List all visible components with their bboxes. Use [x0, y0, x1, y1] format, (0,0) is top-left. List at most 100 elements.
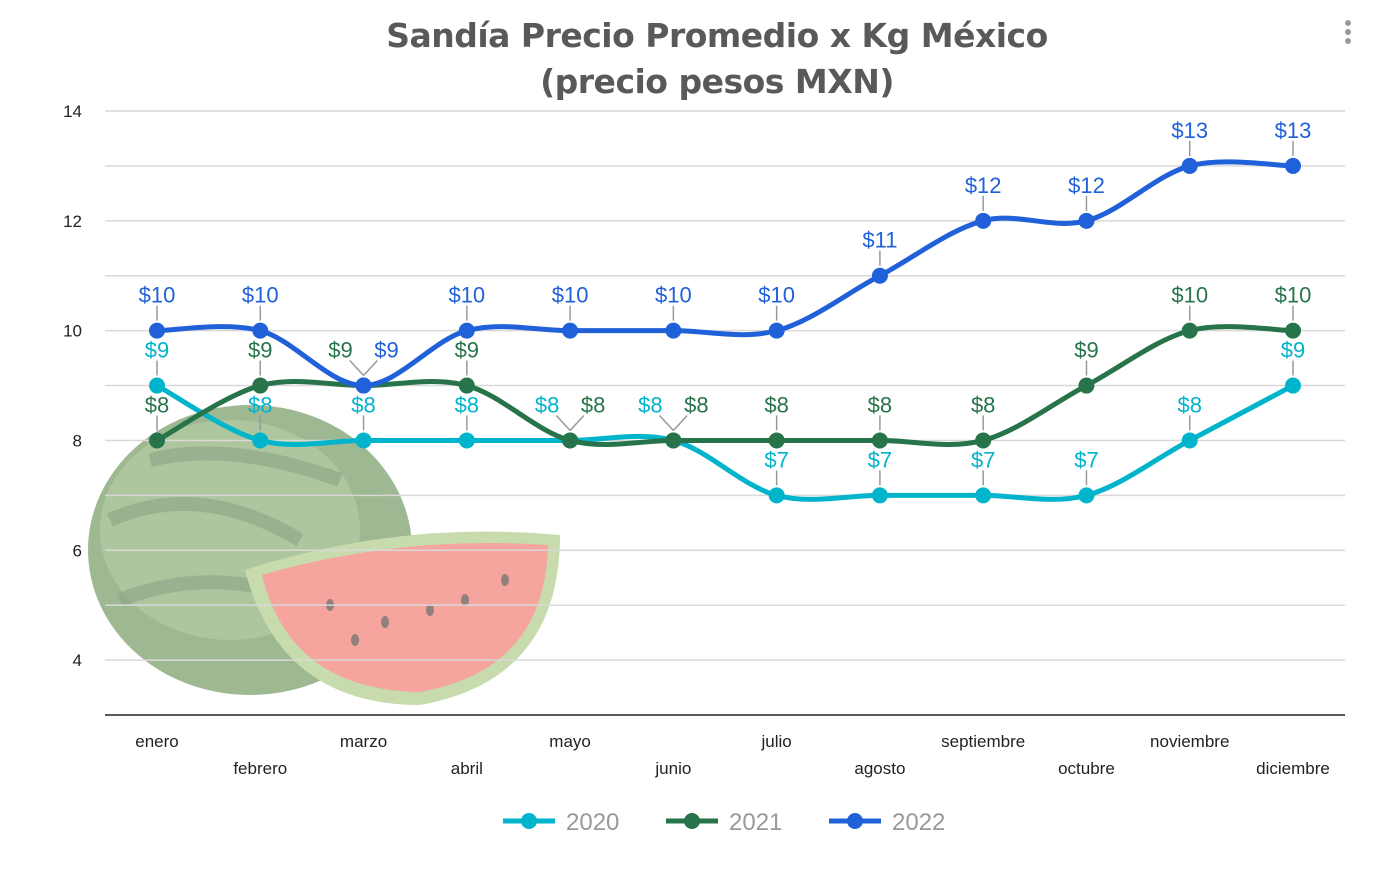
data-point-2022: [252, 322, 269, 339]
data-point-2021: [252, 377, 269, 394]
y-tick-label: 4: [73, 651, 82, 670]
x-tick-label: febrero: [233, 759, 287, 778]
label-leader-line: [659, 414, 674, 431]
data-label-2021: $8: [971, 392, 995, 417]
y-tick-label: 14: [63, 102, 82, 121]
data-label-2020: $9: [1281, 338, 1305, 363]
data-point-2021: [1181, 322, 1198, 339]
data-point-2022: [355, 377, 372, 394]
data-point-2021: [665, 432, 682, 449]
label-leader-line: [349, 360, 365, 377]
x-tick-label: mayo: [549, 732, 591, 751]
y-tick-label: 8: [73, 431, 82, 450]
more-vertical-icon[interactable]: [1338, 20, 1358, 50]
data-label-2022: $13: [1171, 118, 1208, 143]
label-leader-line: [555, 414, 571, 431]
data-label-2022: $12: [1068, 173, 1105, 198]
data-label-2020: $8: [351, 392, 375, 417]
x-tick-label: junio: [654, 759, 691, 778]
label-leader-line: [672, 414, 688, 431]
legend-label-2022: 2022: [892, 809, 945, 836]
data-point-2021: [1285, 322, 1301, 339]
x-tick-label: abril: [451, 759, 483, 778]
data-label-2021: $8: [868, 392, 892, 417]
data-label-2021: $8: [145, 392, 169, 417]
data-label-2021: $10: [1275, 283, 1312, 308]
series-line-2022: [156, 159, 1294, 389]
data-point-2022: [1285, 157, 1301, 174]
data-point-2020: [252, 432, 269, 449]
data-point-2021: [562, 432, 579, 449]
data-point-2022: [458, 322, 475, 339]
legend-label-2021: 2021: [729, 809, 782, 836]
data-point-2020: [458, 432, 475, 449]
data-point-2022: [871, 267, 888, 284]
data-point-2022: [562, 322, 579, 339]
data-point-2021: [768, 432, 785, 449]
data-point-2020: [975, 487, 992, 504]
data-label-2022: $12: [965, 173, 1002, 198]
data-label-2022: $11: [862, 228, 897, 253]
data-label-2021: $8: [684, 392, 708, 417]
x-tick-label: enero: [135, 732, 178, 751]
data-label-2022: $10: [552, 283, 589, 308]
data-label-2022: $10: [758, 283, 795, 308]
data-point-2022: [1181, 157, 1198, 174]
y-tick-label: 12: [63, 212, 82, 231]
data-point-2020: [1181, 432, 1198, 449]
data-point-2022: [665, 322, 682, 339]
data-point-2022: [975, 212, 992, 229]
label-leader-line: [569, 414, 585, 431]
data-label-2022: $10: [139, 283, 176, 308]
data-label-2021: $8: [764, 392, 788, 417]
legend-marker-2021: [684, 813, 700, 829]
data-point-2020: [1078, 487, 1095, 504]
data-label-2021: $9: [455, 338, 479, 363]
data-point-2021: [975, 432, 992, 449]
data-label-2020: $7: [764, 447, 788, 472]
data-label-2022: $13: [1275, 118, 1312, 143]
series-line-2020: [155, 383, 1295, 502]
watermelon-image: [88, 405, 560, 705]
y-tick-label: 6: [73, 541, 82, 560]
data-point-2020: [355, 432, 372, 449]
data-label-2020: $7: [971, 447, 995, 472]
data-point-2022: [1078, 212, 1095, 229]
data-label-2020: $8: [248, 392, 272, 417]
x-tick-label: noviembre: [1150, 732, 1229, 751]
data-label-2020: $9: [145, 338, 169, 363]
data-label-2020: $7: [868, 447, 892, 472]
data-label-2021: $8: [581, 392, 605, 417]
data-label-2020: $8: [638, 392, 662, 417]
data-label-2022: $10: [448, 283, 485, 308]
data-label-2020: $7: [1074, 447, 1098, 472]
data-label-2021: $9: [1074, 338, 1098, 363]
legend-marker-2022: [847, 813, 863, 829]
y-tick-label: 10: [63, 322, 82, 341]
x-tick-label: diciembre: [1256, 759, 1330, 778]
x-tick-label: marzo: [340, 732, 387, 751]
data-point-2021: [1078, 377, 1095, 394]
chart-subtitle: (precio pesos MXN): [540, 62, 894, 101]
label-leader-line: [362, 360, 378, 377]
data-point-2021: [871, 432, 888, 449]
data-label-2021: $9: [328, 338, 352, 363]
data-point-2020: [1285, 377, 1301, 394]
data-label-2020: $8: [535, 392, 559, 417]
data-label-2022: $10: [655, 283, 692, 308]
data-point-2021: [149, 432, 165, 449]
legend-label-2020: 2020: [566, 809, 619, 836]
x-tick-label: octubre: [1058, 759, 1115, 778]
data-label-2020: $8: [1177, 392, 1201, 417]
data-label-2020: $8: [455, 392, 479, 417]
legend-marker-2020: [521, 813, 537, 829]
data-point-2022: [768, 322, 785, 339]
data-point-2022: [149, 322, 165, 339]
data-point-2020: [768, 487, 785, 504]
data-label-2022: $9: [374, 338, 398, 363]
data-point-2020: [149, 377, 165, 394]
data-label-2021: $9: [248, 338, 272, 363]
chart-title: Sandía Precio Promedio x Kg México: [386, 16, 1048, 55]
x-tick-label: agosto: [854, 759, 905, 778]
